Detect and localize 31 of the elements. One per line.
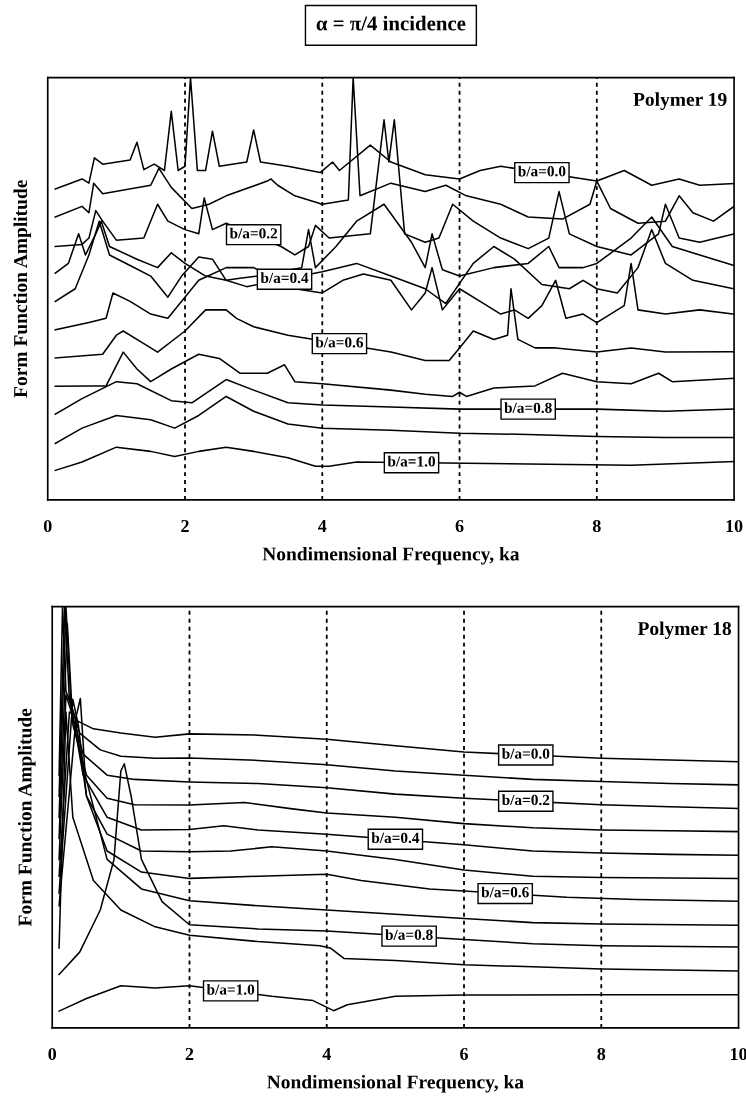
- annotation: b/a=0.6: [315, 336, 364, 348]
- x-tick-label: 6: [455, 519, 464, 533]
- annotation: b/a=0.8: [504, 402, 552, 414]
- chart-title: α = π/4 incidence: [316, 15, 466, 31]
- x-tick-label: 2: [185, 1047, 194, 1060]
- y-axis-title: Form Function Amplitude: [17, 708, 36, 927]
- x-tick-label: 10: [730, 1047, 746, 1061]
- annotation: b/a=0.8: [385, 929, 433, 940]
- x-tick-label: 10: [726, 519, 743, 533]
- annotation: b/a=0.0: [518, 165, 566, 177]
- x-tick-label: 8: [597, 1047, 606, 1061]
- annotation: b/a=0.0: [501, 748, 550, 759]
- y-axis-title: Form Function Amplitude: [13, 180, 32, 398]
- annotation: Polymer 19: [633, 92, 727, 111]
- x-tick-label: 4: [318, 520, 327, 532]
- annotation: b/a=1.0: [206, 983, 255, 995]
- x-tick-label: 2: [181, 519, 189, 532]
- x-tick-label: 0: [48, 1047, 57, 1061]
- annotation: b/a=0.4: [371, 832, 420, 844]
- x-tick-label: 4: [322, 1048, 331, 1060]
- annotation: b/a=0.2: [229, 227, 278, 239]
- x-tick-label: 6: [460, 1047, 468, 1061]
- x-axis-title: Nondimensional Frequency, ka: [267, 1074, 524, 1093]
- annotation: b/a=0.6: [481, 886, 529, 898]
- annotation: b/a=1.0: [387, 455, 435, 467]
- x-tick-label: 8: [592, 519, 601, 533]
- annotation: Polymer 18: [637, 621, 732, 640]
- x-axis-title: Nondimensional Frequency, ka: [262, 546, 520, 565]
- annotation: b/a=0.2: [501, 794, 550, 806]
- x-tick-label: 0: [43, 519, 52, 533]
- annotation: b/a=0.4: [260, 272, 309, 284]
